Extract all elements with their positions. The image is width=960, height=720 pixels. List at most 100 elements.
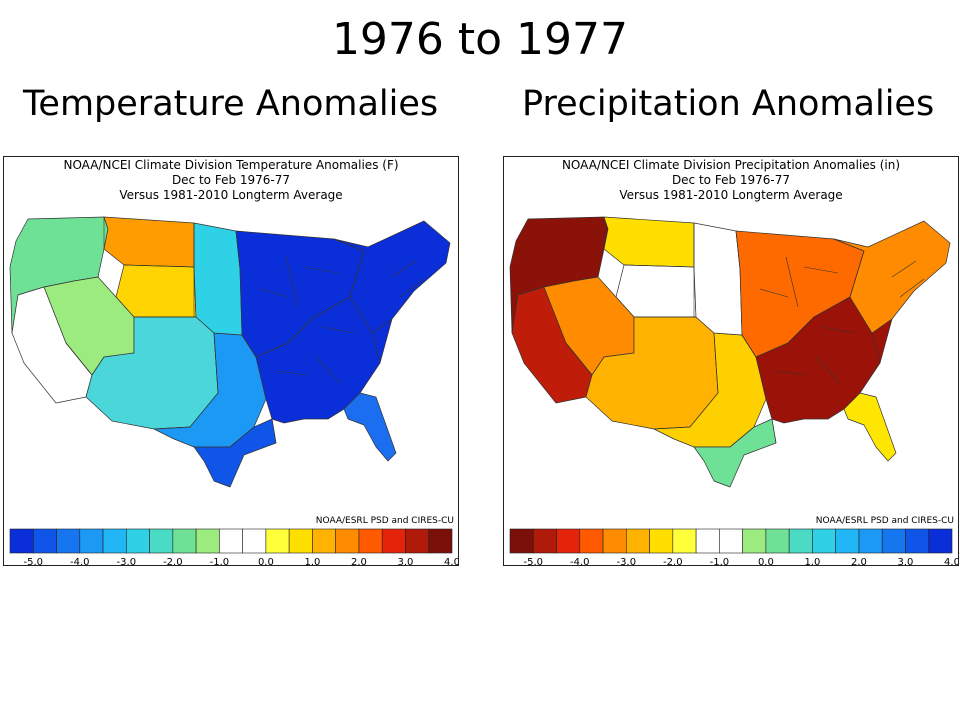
division-boundary [653,426,691,430]
colorbar-cell [288,528,313,554]
colorbar-tick-label: 0.0 [758,557,774,565]
region-florida [343,392,397,462]
division-boundary [891,260,917,278]
colorbar-tick-label: -5.0 [524,557,544,565]
us-climate-divisions [509,216,951,488]
map-header-line-3: Versus 1981-2010 Longterm Average [119,188,342,202]
division-boundary [775,370,807,376]
colorbar-cell [79,528,104,554]
temperature-heading: Temperature Anomalies [23,84,439,124]
division-boundary [235,230,241,270]
colorbar-cell [556,528,581,554]
region-florida [843,392,897,462]
precipitation-colorbar: -5.0-4.0-3.0-2.0-1.00.01.02.03.04.05.0 [509,528,958,565]
division-boundary [271,418,277,444]
colorbar-cell [335,528,360,554]
colorbar-cell [219,528,243,554]
division-boundary [315,356,341,384]
division-boundary [153,426,191,430]
division-boundary [827,408,845,420]
temperature-map-panel: NOAA/NCEI Climate Division Temperature A… [3,156,459,566]
colorbar-cell [126,528,150,554]
division-boundary [787,296,851,344]
colorbar-tick-label: -3.0 [617,557,637,565]
division-boundary [735,230,741,270]
colorbar-cell [672,528,697,554]
colorbar-cell [242,528,267,554]
us-climate-divisions [9,216,451,488]
slide-title: 1976 to 1977 [331,14,629,65]
colorbar-cell [102,528,127,554]
colorbar-cell [742,528,767,554]
temperature-colorbar: -5.0-4.0-3.0-2.0-1.00.01.02.03.04.05.0 [9,528,458,565]
colorbar-cell [858,528,883,554]
colorbar-cell [649,528,674,554]
colorbar-cell [835,528,860,554]
division-boundary [899,278,925,298]
region-montana [103,216,195,268]
region-northern-plains [693,222,743,336]
temperature-map: NOAA/NCEI Climate Division Temperature A… [9,158,458,565]
map-header-line-1: NOAA/NCEI Climate Division Temperature A… [63,158,398,172]
division-boundary [391,260,417,278]
division-boundary [565,342,593,376]
colorbar-cell [695,528,720,554]
colorbar-cell [265,528,290,554]
colorbar-cell [905,528,930,554]
division-boundary [287,296,351,344]
division-boundary [275,370,307,376]
map-credit: NOAA/ESRL PSD and CIRES-CU [816,516,954,526]
colorbar-tick-label: -2.0 [163,557,183,565]
division-boundary [321,326,355,334]
colorbar-cell [719,528,743,554]
colorbar-tick-label: 0.0 [258,557,274,565]
division-boundary [713,332,719,394]
colorbar-cell [172,528,197,554]
division-boundary [259,288,289,298]
colorbar-cell [312,528,336,554]
colorbar-tick-label: 4.0 [944,557,958,565]
division-boundary [771,418,777,444]
precipitation-map: NOAA/NCEI Climate Division Precipitation… [509,158,958,565]
division-boundary [285,256,299,308]
colorbar-tick-label: 1.0 [804,557,820,565]
colorbar-cell [56,528,81,554]
map-header-line-2: Dec to Feb 1976-77 [672,173,790,187]
division-boundary [623,264,695,268]
division-boundary [849,250,865,298]
division-boundary [821,326,855,334]
colorbar-cell [405,528,430,554]
region-wyoming [115,264,197,318]
region-northern-plains [193,222,243,336]
division-boundary [229,426,255,448]
precipitation-heading: Precipitation Anomalies [522,84,935,124]
colorbar-tick-label: 3.0 [398,557,414,565]
map-credit: NOAA/ESRL PSD and CIRES-CU [316,516,454,526]
colorbar-cell [579,528,604,554]
colorbar-cell [195,528,220,554]
colorbar-cell [928,528,953,554]
division-boundary [741,334,757,358]
colorbar-cell [881,528,906,554]
colorbar-cell [788,528,813,554]
colorbar-tick-label: -1.0 [710,557,730,565]
region-montana [603,216,695,268]
colorbar-cell [532,528,557,554]
division-boundary [65,342,93,376]
colorbar-cell [358,528,383,554]
map-header-line-1: NOAA/NCEI Climate Division Precipitation… [562,158,900,172]
division-boundary [241,334,257,358]
division-boundary [785,256,799,308]
division-boundary [123,264,195,268]
division-boundary [871,332,881,364]
division-boundary [213,332,219,394]
colorbar-cell [9,528,34,554]
colorbar-tick-label: -5.0 [24,557,44,565]
map-header-line-2: Dec to Feb 1976-77 [172,173,290,187]
colorbar-cell [509,528,534,554]
division-boundary [729,426,755,448]
division-boundary [759,288,789,298]
colorbar-cell [626,528,650,554]
colorbar-tick-label: -1.0 [210,557,230,565]
colorbar-cell [765,528,790,554]
